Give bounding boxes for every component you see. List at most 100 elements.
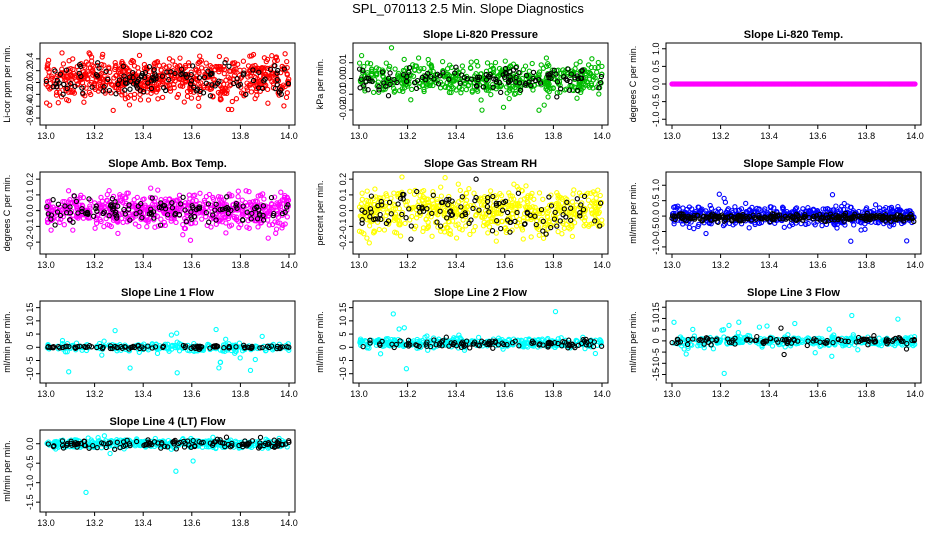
data-point [425,56,431,63]
data-point [427,82,433,88]
x-tick-label: 13.6 [809,131,827,141]
x-tick-label: 14.0 [906,260,924,270]
data-point [466,82,472,88]
data-point [515,190,522,196]
data-point [540,235,547,241]
data-point [399,80,405,86]
data-point [66,68,73,75]
x-tick-label: 13.2 [399,260,417,270]
data-point [187,237,194,243]
data-point [559,231,565,237]
y-tick-label: 0.4 [25,53,35,66]
data-point [171,85,177,91]
data-point [453,235,460,241]
data-point [134,78,141,85]
data-point [141,74,148,81]
x-tick-label: 14.0 [593,389,611,399]
data-point [174,330,180,336]
data-point [819,222,825,229]
data-point [191,89,197,95]
data-point [60,61,67,67]
data-point [379,69,386,75]
chart-title: Slope Amb. Box Temp. [108,158,227,170]
data-point [573,61,579,67]
y-tick-label: -5 [338,356,348,364]
y-tick-label: 0.5 [651,194,661,207]
data-point [148,85,155,92]
data-point [557,218,563,224]
data-point [545,61,551,67]
data-point [554,94,560,100]
data-point [356,60,363,66]
data-point [680,205,686,211]
y-axis-label: ml/min per min. [2,311,12,373]
data-point [428,62,434,68]
data-point [851,222,857,228]
data-point [493,238,499,244]
data-point [64,74,70,80]
x-tick-label: 13.4 [447,131,465,141]
y-tick-label: 1.0 [651,43,661,56]
data-point [358,76,364,82]
data-point [597,79,604,86]
y-tick-label: 0.0 [338,204,348,217]
data-point [475,76,481,83]
data-point [380,74,386,80]
data-point [80,90,86,96]
data-point [473,58,480,65]
data-point [394,79,400,86]
data-point [376,87,382,93]
data-point [178,66,185,72]
data-point [415,55,422,61]
data-point [181,99,187,105]
y-tick-label: 1.0 [651,179,661,192]
data-point [99,54,105,60]
data-point [127,365,133,371]
data-point [188,81,194,87]
data-point [88,54,95,60]
data-point [479,107,485,113]
data-point [848,238,854,244]
data-point [222,60,228,66]
data-point [444,73,451,80]
data-point [590,73,596,80]
data-point [377,351,384,357]
data-point [437,73,443,79]
data-point [732,204,738,210]
data-point [599,71,605,77]
data-point [445,85,451,91]
x-tick-label: 13.8 [545,131,563,141]
data-point [137,97,144,103]
data-point [472,223,478,230]
data-point [273,226,280,232]
data-point [403,215,409,221]
y-tick-label: 0.2 [338,173,348,186]
data-point [274,77,280,83]
data-point [155,96,161,102]
data-point [256,69,262,75]
data-point [139,70,146,77]
data-point [457,187,463,194]
data-point [101,338,107,344]
data-point [197,53,203,59]
x-tick-label: 13.2 [399,389,417,399]
data-point [68,83,75,90]
data-point [545,94,551,100]
data-point [485,230,491,236]
data-point [444,66,451,72]
data-point [422,73,429,79]
x-tick-label: 13.8 [858,131,876,141]
data-point [569,87,575,93]
data-point [507,77,514,83]
data-point [284,58,290,65]
data-point [92,80,98,87]
data-point [516,69,522,76]
data-point [245,63,252,69]
y-tick-label: -0.5 [651,94,661,110]
data-point [506,95,512,102]
data-point [364,75,370,81]
data-point [412,63,418,69]
data-point [43,78,50,85]
